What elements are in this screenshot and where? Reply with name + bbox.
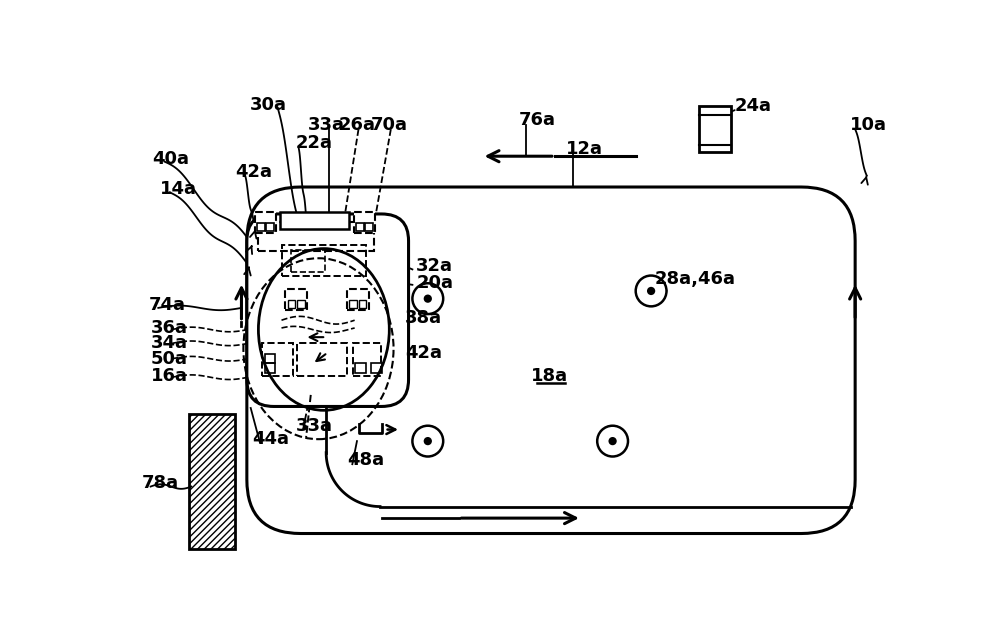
Text: 18a: 18a — [531, 367, 568, 385]
Circle shape — [610, 438, 616, 444]
Text: 32a: 32a — [416, 257, 453, 275]
Circle shape — [425, 296, 431, 301]
Bar — [262, 344, 293, 376]
Bar — [280, 212, 349, 229]
Bar — [349, 300, 357, 308]
Bar — [266, 223, 274, 231]
Text: 28a,46a: 28a,46a — [655, 271, 736, 288]
Circle shape — [412, 426, 443, 457]
Text: 78a: 78a — [141, 475, 178, 492]
Text: 24a: 24a — [734, 97, 771, 115]
Text: 14a: 14a — [160, 180, 197, 198]
Bar — [258, 222, 374, 251]
FancyBboxPatch shape — [247, 214, 409, 406]
Text: 74a: 74a — [149, 296, 186, 314]
Text: 22a: 22a — [295, 134, 332, 152]
Text: 26a: 26a — [338, 116, 375, 134]
Circle shape — [412, 283, 443, 314]
Text: 38a: 38a — [405, 309, 442, 327]
Bar — [291, 250, 325, 272]
Circle shape — [648, 288, 654, 294]
Text: 20a: 20a — [416, 274, 453, 292]
Text: 12a: 12a — [566, 140, 603, 158]
Text: 16a: 16a — [151, 367, 188, 385]
Bar — [255, 212, 276, 233]
Bar — [265, 364, 275, 372]
Text: 50a: 50a — [151, 350, 188, 368]
Bar — [282, 245, 366, 276]
Text: 40a: 40a — [152, 149, 189, 168]
Bar — [371, 364, 382, 372]
Text: 42a: 42a — [405, 344, 442, 362]
Bar — [297, 300, 305, 308]
Text: 44a: 44a — [252, 430, 289, 448]
Text: 33a: 33a — [295, 417, 332, 435]
Bar — [365, 223, 373, 231]
Bar — [355, 364, 366, 372]
Circle shape — [425, 438, 431, 444]
Text: 48a: 48a — [347, 452, 384, 469]
Text: 10a: 10a — [850, 116, 887, 134]
Bar — [257, 223, 265, 231]
Text: 42a: 42a — [235, 163, 272, 181]
Bar — [288, 300, 295, 308]
Bar — [699, 106, 731, 153]
Bar — [347, 289, 369, 310]
Text: 36a: 36a — [151, 319, 188, 337]
Bar — [356, 223, 364, 231]
Bar — [265, 354, 275, 364]
Bar — [353, 344, 381, 376]
Bar — [358, 300, 366, 308]
Text: 30a: 30a — [250, 95, 287, 114]
Text: 76a: 76a — [519, 111, 556, 129]
Text: 33a: 33a — [308, 116, 345, 134]
Text: 34a: 34a — [151, 334, 188, 352]
Bar — [189, 414, 235, 549]
Text: 70a: 70a — [371, 116, 408, 134]
Bar — [297, 344, 347, 376]
Bar — [285, 289, 307, 310]
Circle shape — [597, 426, 628, 457]
Bar — [354, 212, 375, 233]
Circle shape — [636, 276, 666, 306]
FancyBboxPatch shape — [247, 187, 855, 534]
